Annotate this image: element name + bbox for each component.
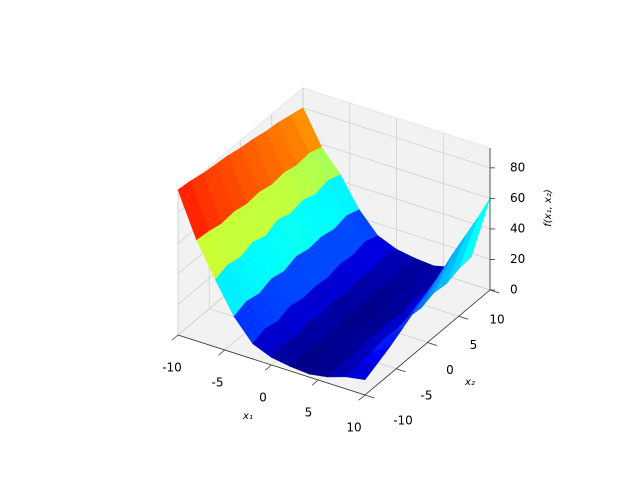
x-tick [264, 364, 272, 371]
y-tick-label: 0 [446, 363, 454, 377]
y-tick [489, 289, 500, 294]
y-tick-label: -10 [393, 414, 413, 428]
z-tick-label: 20 [510, 252, 525, 266]
x-tick [358, 394, 366, 401]
x-tick [218, 349, 226, 356]
grid-line [302, 138, 491, 199]
y-tick [458, 315, 469, 320]
surface [177, 107, 491, 381]
x-tick-label: 10 [346, 421, 361, 435]
grid-line [302, 107, 491, 169]
x-tick [171, 334, 179, 341]
y-tick-label: -5 [421, 388, 433, 402]
y-tick-label: 10 [489, 313, 504, 327]
y-tick-label: 5 [470, 338, 478, 352]
z-tick-label: 0 [510, 283, 518, 297]
y-tick [364, 394, 375, 399]
x-tick-label: -10 [162, 361, 182, 375]
z-axis-label: f(x₁, x₂) [543, 189, 554, 227]
x-tick-label: -5 [212, 376, 224, 390]
y-tick [427, 342, 437, 346]
surface-patch [345, 362, 379, 381]
x-tick-label: 0 [259, 391, 267, 405]
axes: -10 -5 0 5 10 -10 -5 0 5 10 0 20 40 60 80 [162, 148, 525, 435]
z-tick-label: 40 [510, 221, 525, 235]
z-tick-label: 80 [510, 160, 525, 174]
x-tick-label: 5 [305, 406, 313, 420]
z-tick-label: 60 [510, 191, 525, 205]
x-tick [311, 379, 319, 386]
y-tick [396, 368, 406, 373]
x-axis-label: x₁ [242, 411, 253, 422]
y-axis-label: x₂ [464, 377, 475, 388]
